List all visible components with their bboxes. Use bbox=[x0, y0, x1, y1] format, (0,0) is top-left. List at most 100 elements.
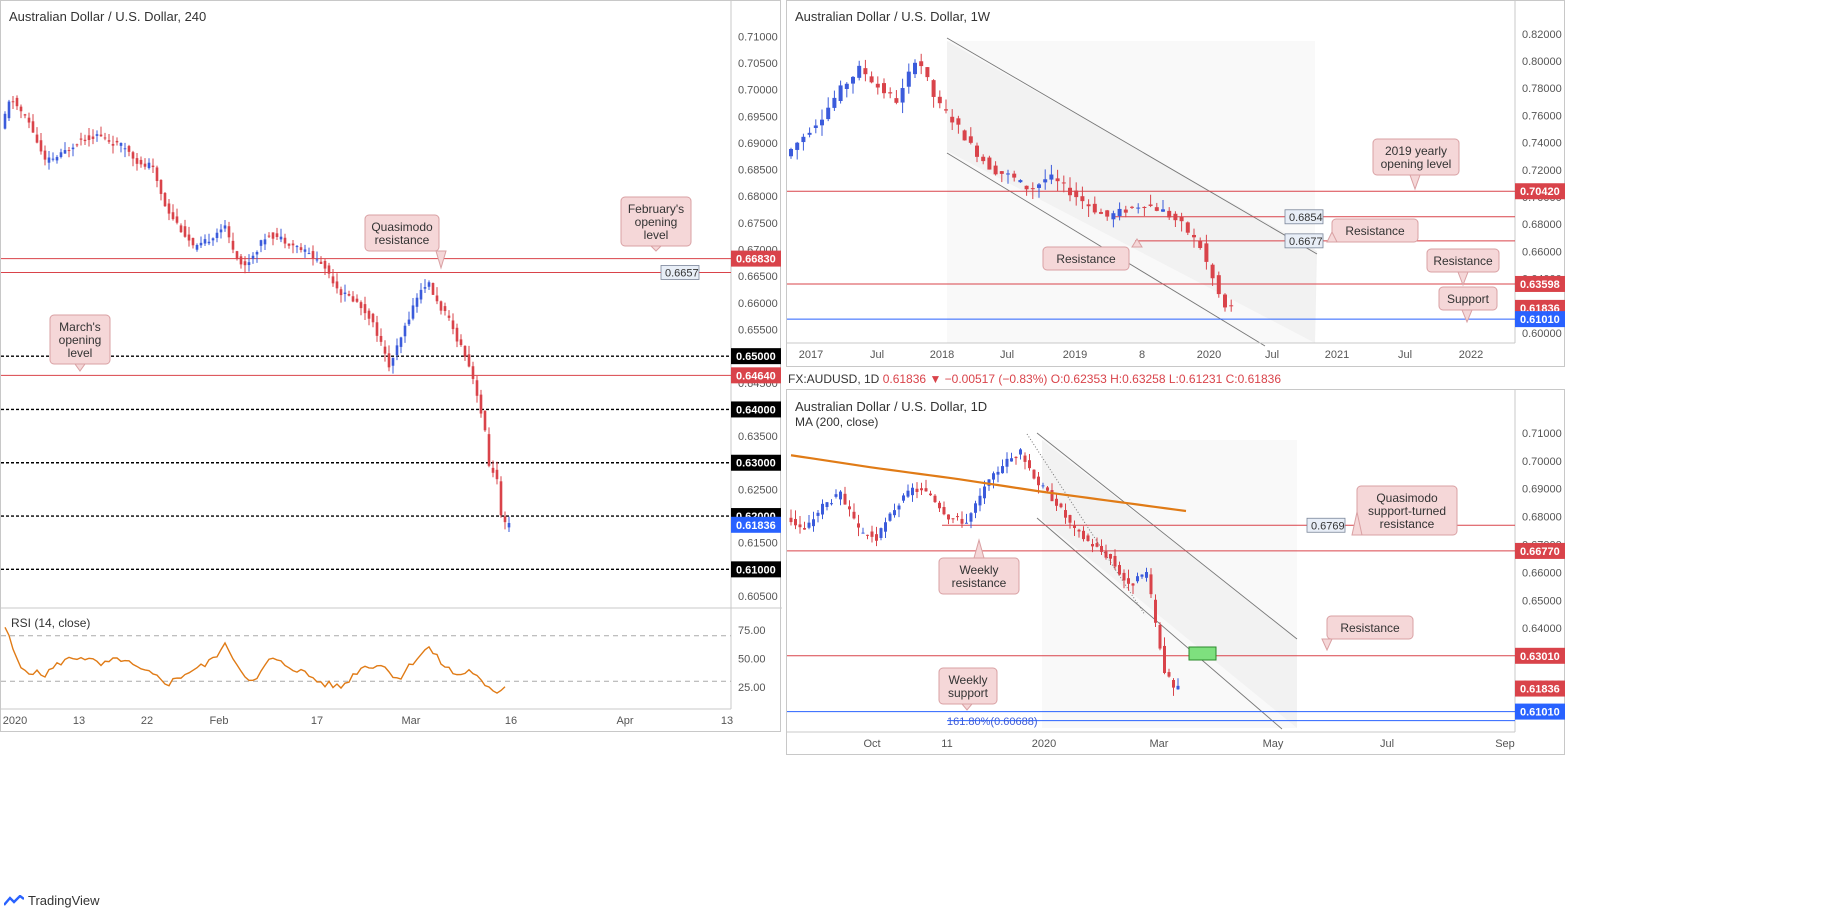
candle bbox=[863, 68, 868, 75]
candle bbox=[1173, 213, 1178, 221]
candle bbox=[1149, 574, 1153, 595]
line-tag-bg bbox=[1284, 209, 1324, 225]
price-tag: 0.65000 bbox=[731, 348, 781, 365]
candle bbox=[375, 322, 379, 336]
tradingview-icon bbox=[4, 894, 24, 906]
candle bbox=[207, 241, 211, 244]
candle bbox=[848, 506, 851, 510]
tradingview-logo[interactable]: TradingView bbox=[4, 893, 100, 908]
daily-chart-panel[interactable]: 0.710000.700000.690000.680000.670000.660… bbox=[786, 389, 1565, 755]
time-tick-label: 2020 bbox=[3, 715, 27, 727]
candle bbox=[975, 145, 979, 157]
candle bbox=[299, 247, 303, 251]
callout-text: February's bbox=[628, 202, 684, 216]
daily-chart-title: Australian Dollar / U.S. Dollar, 1D bbox=[795, 399, 988, 414]
candle bbox=[283, 237, 287, 244]
candle bbox=[287, 243, 291, 246]
candle bbox=[347, 293, 351, 296]
time-tick-label: Apr bbox=[616, 715, 633, 727]
candle bbox=[1109, 553, 1112, 559]
candle bbox=[879, 528, 883, 538]
callout-text: Weekly bbox=[959, 563, 998, 577]
price-tick-label: 0.66000 bbox=[1522, 246, 1562, 258]
price-tag-bg bbox=[1515, 542, 1565, 559]
candle bbox=[812, 519, 815, 527]
candle bbox=[911, 487, 914, 496]
time-tick-label: Jul bbox=[1000, 349, 1014, 361]
candle bbox=[906, 490, 910, 497]
candle bbox=[203, 239, 207, 244]
ohlc-row: FX:AUDUSD, 1D 0.61836 ▼ −0.00517 (−0.83%… bbox=[788, 372, 1281, 386]
candle bbox=[23, 114, 27, 116]
candle bbox=[1073, 525, 1076, 529]
candle bbox=[215, 232, 219, 238]
price-tag-text: 0.66770 bbox=[1520, 546, 1560, 558]
candle bbox=[1167, 210, 1172, 218]
candle bbox=[1204, 243, 1209, 262]
candle bbox=[1210, 264, 1215, 279]
candle bbox=[275, 233, 279, 238]
rsi-tick-label: 25.00 bbox=[738, 682, 766, 694]
candle bbox=[35, 134, 39, 143]
candle bbox=[1176, 685, 1180, 690]
channel-upper bbox=[946, 37, 1318, 255]
price-tag: 0.61836 bbox=[731, 516, 781, 533]
candle bbox=[1145, 572, 1148, 578]
candle bbox=[844, 83, 849, 89]
time-tick-label: Jul bbox=[1380, 738, 1394, 750]
callout-box bbox=[1331, 218, 1419, 243]
price-tag-bg bbox=[1515, 275, 1565, 292]
candle bbox=[888, 92, 893, 94]
candle bbox=[888, 513, 892, 521]
candle bbox=[1080, 196, 1085, 202]
time-tick-label: 2019 bbox=[1063, 349, 1087, 361]
candle bbox=[807, 522, 811, 528]
candle bbox=[75, 144, 79, 146]
callout-text: Resistance bbox=[1340, 621, 1400, 635]
candle bbox=[79, 138, 83, 140]
candle bbox=[924, 488, 928, 492]
price-tick-label: 0.66000 bbox=[1522, 567, 1562, 579]
price-tick-label: 0.69000 bbox=[1522, 484, 1562, 496]
ma-label: MA (200, close) bbox=[795, 415, 879, 429]
candle bbox=[1185, 222, 1190, 233]
candle bbox=[902, 495, 905, 501]
price-tag-text: 0.63000 bbox=[736, 458, 776, 470]
price-tick-label: 0.69500 bbox=[738, 111, 778, 123]
h4-chart[interactable]: 0.71000 0.70500 0.70000 0.69500 0.69000 0.685… bbox=[1, 1, 782, 733]
weekly-chart[interactable]: 0.82000 0.80000 0.78000 0.76000 0.74000 0.720… bbox=[787, 1, 1566, 368]
candle bbox=[869, 76, 874, 83]
candle bbox=[199, 242, 203, 246]
candle bbox=[415, 297, 419, 307]
price-tag-bg bbox=[1515, 311, 1565, 328]
candle bbox=[443, 306, 447, 312]
candle bbox=[1154, 207, 1159, 211]
candle bbox=[1136, 207, 1141, 209]
price-tick-label: 0.74000 bbox=[1522, 138, 1562, 150]
h4-chart-panel[interactable]: 0.71000 0.70500 0.70000 0.69500 0.69000 0.685… bbox=[0, 0, 782, 733]
weekly-chart-panel[interactable]: 0.82000 0.80000 0.78000 0.76000 0.74000 0.720… bbox=[786, 0, 1565, 367]
candle bbox=[1163, 645, 1166, 673]
candle bbox=[893, 510, 896, 516]
candle bbox=[951, 518, 955, 520]
candle bbox=[123, 148, 127, 150]
price-tick-label: 0.61500 bbox=[738, 538, 778, 550]
rsi-tick-label: 50.00 bbox=[738, 654, 766, 666]
daily-chart[interactable]: 0.710000.700000.690000.680000.670000.660… bbox=[787, 390, 1566, 756]
candle bbox=[31, 121, 35, 133]
callout-pointer bbox=[1351, 511, 1363, 536]
candle bbox=[403, 325, 407, 337]
candle bbox=[956, 118, 961, 125]
price-tag-bg bbox=[731, 367, 781, 384]
candle bbox=[503, 516, 507, 523]
callout-pointer bbox=[973, 538, 985, 559]
candle bbox=[1014, 456, 1018, 459]
candle bbox=[1192, 234, 1196, 238]
price-tag: 0.61010 bbox=[1515, 703, 1565, 720]
candle bbox=[475, 380, 479, 396]
candle bbox=[838, 85, 843, 101]
candle bbox=[861, 532, 865, 534]
price-tag: 0.61000 bbox=[731, 561, 781, 578]
candle bbox=[159, 179, 163, 194]
candle bbox=[919, 61, 924, 67]
